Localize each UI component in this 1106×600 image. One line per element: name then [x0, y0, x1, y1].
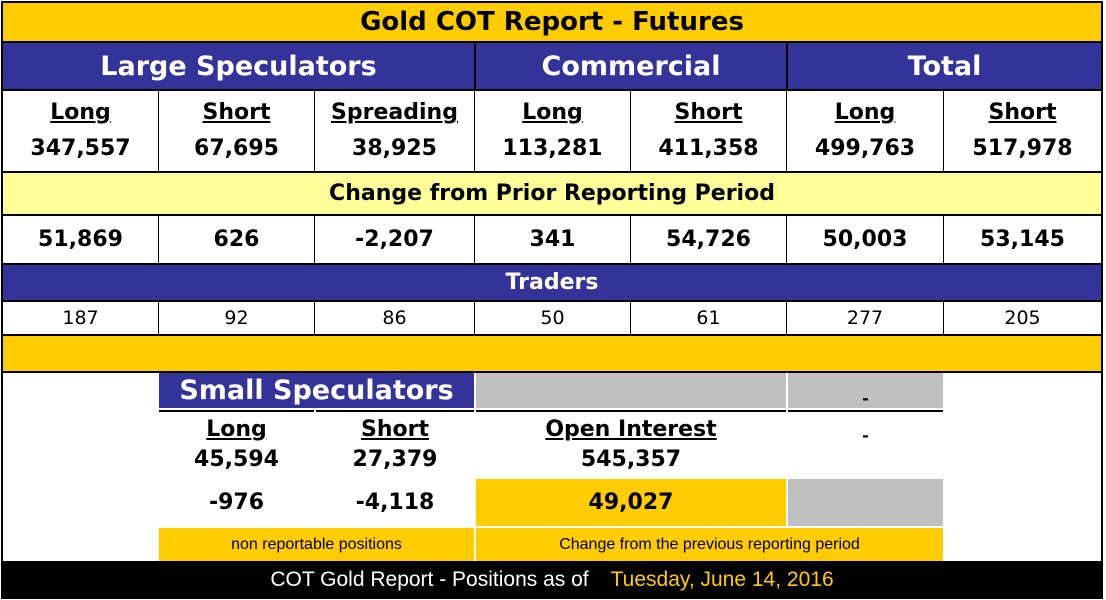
position-cell: Spreading 38,925	[315, 91, 474, 171]
change-value: 626	[159, 216, 314, 263]
change-value: 50,003	[787, 216, 943, 263]
column-label: Long	[50, 100, 111, 125]
column-label: Short	[988, 100, 1057, 125]
dash-cell-1: -	[788, 373, 943, 408]
note-change-period: Change from the previous reporting perio…	[476, 528, 943, 561]
dash-cell-2: -	[788, 410, 943, 477]
open-interest-value: 545,357	[580, 446, 682, 472]
position-value: 67,695	[194, 136, 279, 161]
change-value: 54,726	[631, 216, 786, 263]
small-short-label: Short	[361, 416, 429, 442]
traders-value: 277	[787, 302, 943, 334]
note-non-reportable: non reportable positions	[159, 528, 474, 561]
column-label: Long	[834, 100, 896, 125]
grey-cell	[476, 373, 786, 408]
traders-header: Traders	[3, 265, 1101, 300]
traders-value: 187	[3, 302, 158, 334]
footer-date: Tuesday, June 14, 2016	[610, 568, 834, 591]
column-label: Short	[674, 100, 743, 125]
traders-value: 50	[475, 302, 630, 334]
column-label: Long	[522, 100, 583, 125]
small-long-value: 45,594	[194, 446, 279, 472]
position-cell: Short 67,695	[159, 91, 314, 171]
footer-text: COT Gold Report - Positions as of	[270, 568, 589, 591]
report-title: Gold COT Report - Futures	[3, 3, 1101, 41]
change-value: 341	[475, 216, 630, 263]
change-value: -2,207	[315, 216, 474, 263]
traders-value: 86	[315, 302, 474, 334]
small-short-change: -4,118	[316, 479, 474, 526]
position-value: 499,763	[814, 136, 916, 161]
dash: -	[862, 426, 869, 445]
small-long-cell: Long 45,594	[159, 410, 314, 477]
traders-value: 92	[159, 302, 314, 334]
position-value: 113,281	[502, 136, 603, 161]
position-value: 347,557	[30, 136, 131, 161]
position-cell: Long 113,281	[475, 91, 630, 171]
small-long-change: -976	[159, 479, 314, 526]
change-value: 53,145	[944, 216, 1101, 263]
small-short-value: 27,379	[352, 446, 438, 472]
small-long-label: Long	[206, 416, 267, 442]
position-value: 411,358	[658, 136, 759, 161]
group-large-speculators: Large Speculators	[3, 43, 474, 89]
traders-value: 61	[631, 302, 786, 334]
position-cell: Short 517,978	[944, 91, 1101, 171]
footer: COT Gold Report - Positions as of Tuesda…	[3, 562, 1101, 598]
position-cell: Short 411,358	[631, 91, 786, 171]
group-commercial: Commercial	[476, 43, 786, 89]
small-short-cell: Short 27,379	[316, 410, 474, 477]
position-cell: Long 499,763	[787, 91, 943, 171]
dash: -	[862, 389, 869, 408]
position-value: 38,925	[352, 136, 437, 161]
small-speculators-title: Small Speculators	[159, 373, 474, 408]
grey-cell	[788, 479, 943, 526]
column-label: Spreading	[331, 100, 458, 125]
column-label: Short	[202, 100, 271, 125]
open-interest-change: 49,027	[476, 479, 786, 526]
change-header: Change from Prior Reporting Period	[3, 173, 1101, 214]
change-value: 51,869	[3, 216, 158, 263]
open-interest-label: Open Interest	[545, 416, 717, 442]
group-total: Total	[788, 43, 1101, 89]
position-value: 517,978	[972, 136, 1073, 161]
open-interest-cell: Open Interest 545,357	[476, 410, 786, 477]
traders-value: 205	[944, 302, 1101, 334]
spacer-bar	[3, 336, 1101, 371]
position-cell: Long 347,557	[3, 91, 158, 171]
